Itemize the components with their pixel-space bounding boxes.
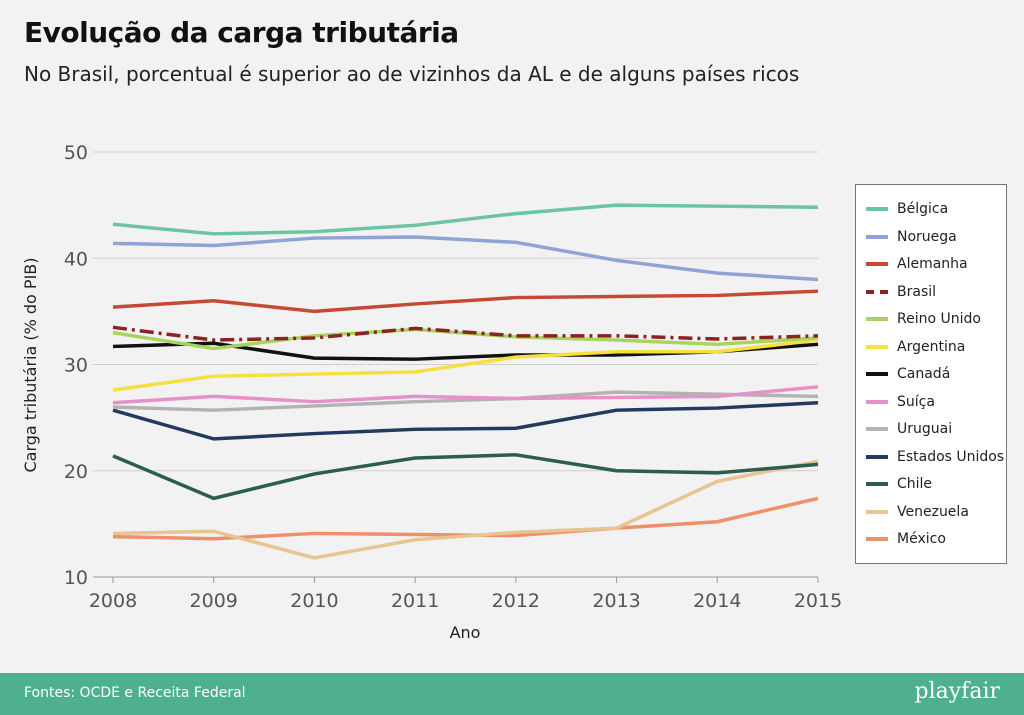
source-note: Fontes: OCDE e Receita Federal (24, 685, 246, 701)
legend-swatch (866, 344, 888, 349)
legend-swatch (866, 482, 888, 486)
series-lines (112, 203, 819, 560)
legend-item: Canadá (866, 364, 950, 384)
legend-item: Argentina (866, 337, 965, 357)
legend-item: Noruega (866, 227, 957, 247)
legend-label: Brasil (897, 283, 937, 300)
legend-label: México (897, 531, 946, 547)
legend-label: Estados Unidos (897, 448, 1005, 465)
legend-label: Reino Unido (897, 311, 981, 327)
y-tick-label: 20 (64, 461, 88, 483)
legend-label: Uruguai (897, 421, 953, 437)
series-line-venezuela (112, 459, 819, 560)
x-tick-label: 2010 (290, 590, 338, 612)
legend-swatch (866, 454, 888, 459)
legend-item: Chile (866, 474, 932, 494)
series-line-noruega (112, 235, 819, 282)
x-tick-label: 2008 (89, 590, 137, 612)
y-axis-label: Carga tributária (% do PIB) (21, 257, 40, 472)
legend-swatch (866, 509, 888, 514)
y-tick-label: 30 (64, 355, 88, 377)
legend-item: Alemanha (866, 254, 968, 274)
legend-label: Suíça (897, 393, 935, 410)
chart-subtitle: No Brasil, porcentual é superior ao de v… (24, 62, 800, 86)
legend-label: Alemanha (897, 256, 968, 272)
legend-swatch (866, 234, 888, 239)
y-tick-label: 10 (64, 567, 88, 589)
series-line-belgica (112, 203, 819, 236)
legend-item: Reino Unido (866, 309, 981, 329)
legend-swatch (866, 372, 888, 376)
legend: Bélgica Noruega Alemanha Brasil Reino Unido A… (855, 184, 1007, 564)
x-axis-label: Ano (450, 623, 481, 642)
legend-item: Venezuela (866, 502, 969, 522)
legend-label: Argentina (897, 338, 966, 355)
chart-title: Evolução da carga tributária (24, 16, 459, 49)
legend-item: Estados Unidos (866, 447, 1004, 467)
legend-item: Uruguai (866, 419, 952, 439)
legend-swatch (866, 427, 888, 431)
series-line-suica (112, 385, 819, 405)
x-tick-label: 2014 (693, 590, 741, 612)
series-line-alemanha (112, 289, 819, 314)
legend-item: México (866, 529, 946, 549)
series-line-argentina (112, 338, 819, 392)
legend-label: Chile (897, 476, 933, 492)
x-tick-label: 2012 (492, 590, 540, 612)
legend-label: Canadá (897, 366, 951, 382)
x-tick-label: 2015 (794, 590, 842, 612)
legend-label: Venezuela (897, 503, 969, 520)
legend-label: Noruega (897, 228, 957, 245)
line-chart: 10 20 30 40 50 2008 2009 2010 2011 2012 2013 2014 20… (21, 142, 842, 642)
legend-label: Bélgica (897, 201, 949, 217)
x-tick-label: 2009 (190, 590, 238, 612)
legend-swatch (866, 537, 888, 541)
legend-item: Bélgica (866, 199, 948, 219)
x-tick-label: 2011 (391, 590, 439, 612)
y-tick-label: 40 (64, 248, 88, 270)
legend-item: Suíça (866, 392, 935, 412)
footer-bar: Fontes: OCDE e Receita Federal playfair (0, 673, 1024, 715)
legend-swatch (866, 289, 888, 294)
series-line-uruguai (112, 390, 819, 412)
legend-swatch (866, 317, 888, 321)
y-tick-label: 50 (64, 142, 88, 164)
legend-swatch (866, 399, 888, 404)
axes: 10 20 30 40 50 2008 2009 2010 2011 2012 2013 2014 20… (64, 142, 842, 612)
legend-swatch (866, 262, 888, 266)
x-tick-label: 2013 (592, 590, 640, 612)
playfair-logo: playfair (914, 679, 1000, 704)
legend-item: Brasil (866, 282, 936, 302)
series-line-chile (112, 453, 819, 501)
legend-swatch (866, 207, 888, 211)
series-line-brasil (112, 325, 819, 342)
series-line-estados-unidos (112, 401, 819, 441)
